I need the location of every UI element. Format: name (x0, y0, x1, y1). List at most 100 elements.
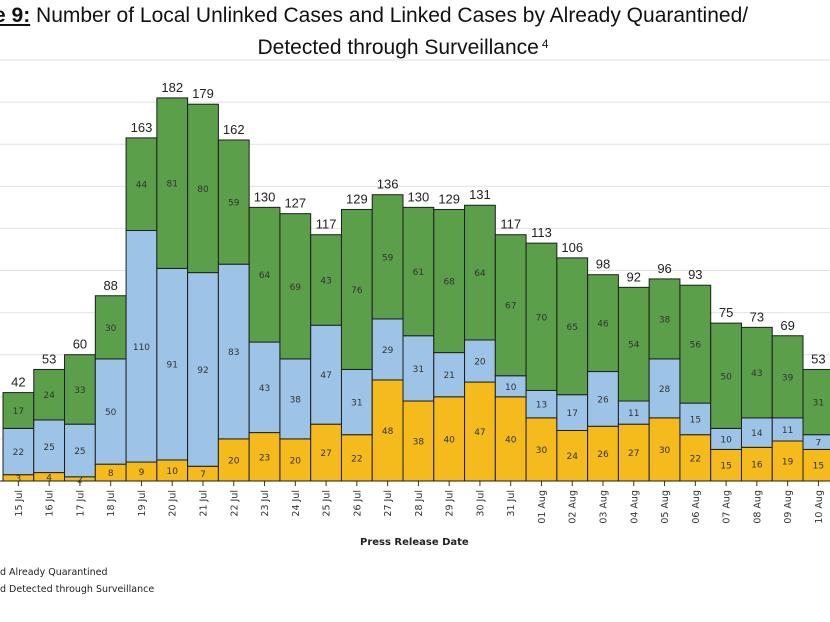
bar-segment (125, 230, 158, 463)
segment-label: 31 (351, 399, 362, 409)
total-label: 117 (500, 217, 521, 232)
chart-title-line2: Detected through Surveillance 4 (0, 36, 818, 60)
bar-segment (464, 204, 496, 341)
segment-label: 76 (351, 286, 363, 296)
bar-segment (279, 358, 312, 440)
segment-label: 47 (320, 371, 331, 381)
bar-segment (402, 400, 435, 482)
bar-segment (310, 324, 342, 425)
segment-label: 46 (597, 320, 609, 330)
x-tick-label: 05 Aug (660, 490, 671, 524)
segment-label: 20 (290, 456, 302, 466)
segment-label: 43 (259, 384, 270, 394)
segment-label: 16 (751, 461, 763, 471)
total-label: 88 (103, 278, 117, 293)
x-tick-label: 24 Jul (291, 490, 302, 517)
x-tick-label: 22 Jul (229, 490, 240, 517)
bar-segment (402, 206, 435, 337)
segment-label: 40 (443, 435, 455, 445)
segment-label: 33 (74, 386, 85, 396)
x-tick-label: 25 Jul (322, 490, 333, 517)
segment-label: 40 (505, 435, 517, 445)
x-tick-label: 07 Aug (722, 490, 733, 524)
bar-segment (556, 429, 589, 482)
total-label: 117 (316, 217, 337, 232)
segment-label: 68 (443, 278, 455, 288)
bar-segment (494, 396, 527, 482)
segment-label: 9 (139, 468, 145, 478)
x-tick-label: 19 Jul (137, 490, 148, 517)
x-tick-label: 26 Jul (352, 490, 363, 517)
segment-label: 10 (505, 383, 517, 393)
segment-label: 39 (782, 373, 794, 383)
total-label: 106 (561, 240, 583, 255)
segment-label: 20 (228, 456, 240, 466)
x-tick-label: 20 Jul (168, 490, 179, 517)
total-label: 162 (223, 122, 245, 137)
segment-label: 30 (536, 446, 548, 456)
bar-segment (433, 352, 466, 398)
x-tick-label: 28 Jul (414, 490, 425, 517)
total-label: 130 (254, 189, 276, 204)
x-tick-label: 15 Jul (14, 490, 25, 517)
segment-label: 11 (782, 426, 793, 436)
bar-segment (679, 284, 712, 404)
segment-label: 22 (690, 454, 701, 464)
segment-label: 67 (505, 302, 516, 312)
segment-label: 47 (474, 428, 485, 438)
total-label: 60 (73, 337, 87, 352)
segment-label: 17 (13, 407, 24, 417)
segment-label: 26 (597, 450, 609, 460)
segment-label: 43 (320, 276, 331, 286)
bar-segment (33, 368, 66, 421)
segment-label: 10 (167, 467, 179, 477)
segment-label: 27 (628, 449, 639, 459)
segment-label: 21 (443, 371, 454, 381)
segment-label: 15 (813, 462, 824, 472)
bar-segment (2, 427, 35, 476)
x-tick-label: 30 Jul (475, 490, 486, 517)
total-label: 42 (11, 375, 25, 390)
bar-segment (648, 417, 681, 482)
total-label: 113 (531, 225, 552, 240)
x-tick-label: 27 Jul (383, 490, 394, 517)
segment-label: 7 (816, 439, 822, 449)
bar-segment (556, 394, 589, 431)
segment-label: 91 (167, 361, 178, 371)
bar-segment (740, 326, 773, 419)
segment-label: 31 (813, 399, 824, 409)
segment-label: 64 (474, 269, 486, 279)
bar-segment (156, 97, 189, 269)
segment-label: 15 (720, 462, 731, 472)
segment-label: 28 (659, 385, 671, 395)
bar-segment (802, 368, 830, 436)
bar-segment (617, 423, 650, 482)
total-label: 131 (469, 187, 491, 202)
bar-segment (587, 371, 619, 427)
segment-label: 54 (628, 341, 640, 351)
bar-segment (648, 358, 681, 419)
total-label: 129 (438, 191, 460, 206)
title-text-2: Detected through Surveillance (257, 36, 539, 59)
total-label: 130 (408, 189, 430, 204)
segment-label: 80 (197, 185, 209, 195)
total-label: 92 (627, 269, 641, 284)
segment-label: 4 (46, 473, 52, 483)
segment-label: 30 (105, 324, 117, 334)
segment-label: 31 (413, 365, 424, 375)
bar-segment (371, 318, 404, 381)
bar-segment (94, 358, 127, 465)
total-label: 93 (688, 267, 702, 282)
x-tick-label: 09 Aug (783, 490, 794, 524)
segment-label: 65 (567, 323, 578, 333)
segment-label: 24 (567, 452, 579, 462)
segment-label: 69 (290, 283, 302, 293)
segment-label: 64 (259, 271, 271, 281)
x-tick-label: 01 Aug (537, 490, 548, 524)
total-label: 163 (131, 120, 153, 135)
total-label: 129 (346, 191, 368, 206)
total-label: 96 (657, 261, 671, 276)
bar-segment (217, 139, 250, 265)
segment-label: 15 (690, 415, 701, 425)
segment-label: 38 (413, 438, 425, 448)
